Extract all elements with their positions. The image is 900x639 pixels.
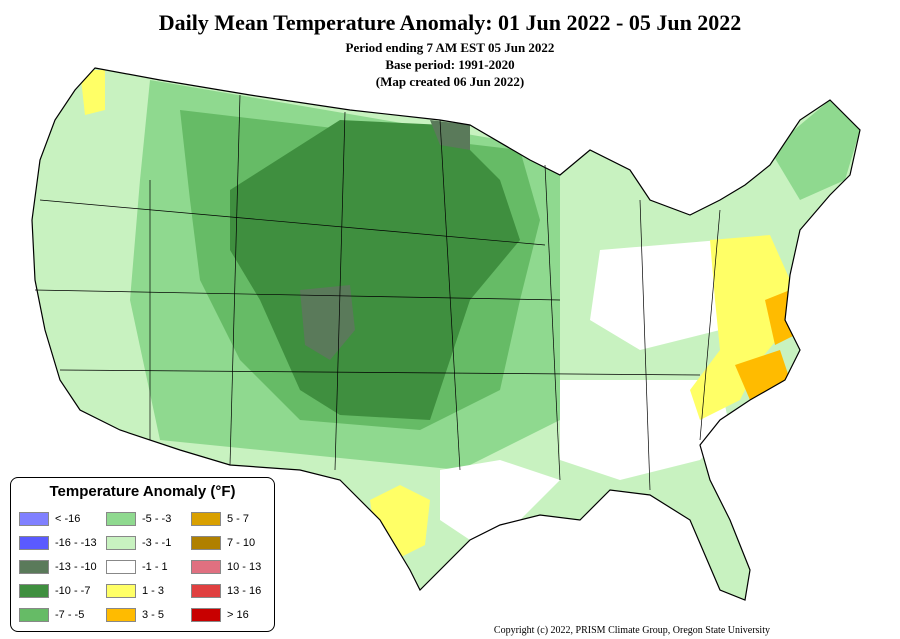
legend-label: 5 - 7 (227, 513, 250, 525)
legend-label: -5 - -3 (142, 513, 172, 525)
legend-item: 1 - 3 (106, 583, 164, 599)
legend-item: -1 - 1 (106, 559, 168, 575)
legend-label: < -16 (55, 513, 81, 525)
legend-swatch (106, 536, 136, 550)
legend-swatch (191, 584, 221, 598)
legend-swatch (191, 608, 221, 622)
colorado-coldest-region (300, 285, 355, 360)
legend-swatch (19, 560, 49, 574)
legend-swatch (19, 608, 49, 622)
legend-swatch (106, 512, 136, 526)
legend-label: -1 - 1 (142, 561, 168, 573)
map-title: Daily Mean Temperature Anomaly: 01 Jun 2… (158, 10, 742, 35)
legend-label: -13 - -10 (55, 561, 97, 573)
legend-item: -7 - -5 (19, 607, 84, 623)
legend-label: -7 - -5 (55, 609, 85, 621)
legend-label: -10 - -7 (55, 585, 91, 597)
legend-item: -10 - -7 (19, 583, 90, 599)
legend-label: 13 - 16 (227, 585, 262, 597)
legend-title: Temperature Anomaly (°F) (49, 483, 236, 500)
legend-item: 5 - 7 (191, 511, 249, 527)
southeast-normal-region (560, 380, 730, 480)
period-subtitle: Period ending 7 AM EST 05 Jun 2022 (345, 40, 555, 55)
legend-swatch (19, 536, 49, 550)
washington-warm-region (80, 70, 105, 115)
legend-swatch (191, 512, 221, 526)
legend-label: 3 - 5 (142, 609, 165, 621)
plains-cold-region (230, 120, 520, 420)
south-texas-normal-region (440, 460, 560, 540)
legend-label: 10 - 13 (227, 561, 262, 573)
legend-swatch (106, 608, 136, 622)
created-subtitle: (Map created 06 Jun 2022) (375, 74, 525, 89)
carolina-warm-region (735, 350, 790, 400)
legend-item: -5 - -3 (106, 511, 171, 527)
legend-swatch (19, 584, 49, 598)
base-period-subtitle: Base period: 1991-2020 (385, 57, 515, 72)
legend-item: 13 - 16 (191, 583, 261, 599)
legend-item: -3 - -1 (106, 535, 171, 551)
legend-item: 3 - 5 (106, 607, 164, 623)
legend: Temperature Anomaly (°F) < -16 -16 - -13 -… (10, 477, 275, 632)
legend-swatch (19, 512, 49, 526)
legend-label: 1 - 3 (142, 585, 165, 597)
legend-item: < -16 (19, 511, 80, 527)
state-boundaries (34, 94, 721, 491)
legend-label: > 16 (227, 609, 249, 621)
legend-label: 7 - 10 (227, 537, 256, 549)
north-coldest-region (430, 120, 470, 150)
mid-atlantic-warm-region (690, 235, 790, 420)
legend-label: -16 - -13 (55, 537, 97, 549)
legend-swatch (106, 584, 136, 598)
legend-label: -3 - -1 (142, 537, 172, 549)
legend-item: > 16 (191, 607, 249, 623)
legend-item: 10 - 13 (191, 559, 261, 575)
legend-swatch (191, 560, 221, 574)
legend-item: 7 - 10 (191, 535, 255, 551)
legend-swatch (106, 560, 136, 574)
legend-swatch (191, 536, 221, 550)
legend-item: -16 - -13 (19, 535, 97, 551)
legend-item: -13 - -10 (19, 559, 97, 575)
copyright-text: Copyright (c) 2022, PRISM Climate Group,… (493, 625, 770, 636)
new-england-cool-region (770, 100, 860, 200)
us-outline (31, 67, 861, 601)
